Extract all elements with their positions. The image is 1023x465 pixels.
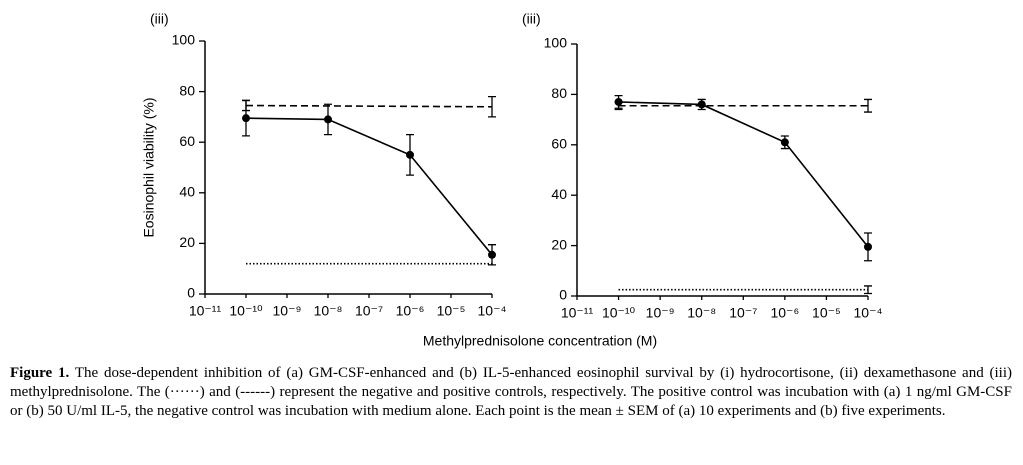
error-bar: [242, 99, 250, 112]
panel-label: (iii): [522, 11, 541, 27]
y-tick-label: 20: [551, 236, 567, 252]
x-axis-label: Methylprednisolone concentration (M): [423, 333, 657, 349]
x-tick-label: 10⁻⁸: [687, 305, 716, 321]
data-point: [864, 242, 872, 251]
error-bar: [614, 101, 623, 111]
error-bar: [488, 96, 496, 118]
error-bar: [864, 285, 872, 295]
y-tick-label: 0: [187, 285, 195, 301]
data-point: [242, 114, 250, 123]
data-point: [324, 115, 332, 124]
caption-text: The dose-dependent inhibition of (a) GM-…: [10, 365, 1013, 419]
caption: Figure 1. The dose-dependent inhibition …: [10, 364, 1012, 421]
figure: Methylprednisolone concentration (M) (ii…: [141, 11, 883, 349]
error-bar: [864, 98, 872, 113]
data-point: [488, 250, 496, 259]
x-tick-label: 10⁻⁵: [812, 305, 841, 321]
y-tick-label: 40: [551, 186, 567, 202]
y-tick-label: 0: [559, 287, 567, 303]
series-line: [618, 101, 869, 248]
series-line: [245, 117, 493, 256]
x-tick-label: 10⁻⁶: [396, 303, 425, 319]
y-axis-label: Eosinophil viability (%): [141, 97, 157, 237]
x-tick-label: 10⁻⁴: [854, 305, 883, 321]
x-tick-label: 10⁻⁹: [646, 305, 675, 321]
x-tick-label: 10⁻⁷: [355, 303, 383, 319]
y-tick-label: 100: [544, 35, 568, 51]
x-tick-label: 10⁻⁶: [770, 305, 799, 321]
x-tick-label: 10⁻¹⁰: [602, 305, 636, 321]
panel-label: (iii): [150, 11, 169, 27]
series-line: [245, 104, 493, 108]
y-tick-label: 80: [179, 82, 195, 98]
x-tick-label: 10⁻⁸: [314, 303, 343, 319]
y-tick-label: 60: [551, 136, 567, 152]
x-tick-label: 10⁻¹¹: [561, 305, 594, 321]
x-tick-label: 10⁻⁵: [437, 303, 466, 319]
x-tick-label: 10⁻⁹: [273, 303, 302, 319]
data-point: [780, 138, 789, 147]
data-point: [697, 100, 706, 109]
y-tick-label: 60: [179, 133, 195, 149]
x-tick-label: 10⁻⁴: [478, 303, 507, 319]
caption-label: Figure 1.: [10, 365, 70, 381]
data-point: [406, 150, 414, 159]
y-tick-label: 100: [172, 32, 196, 48]
y-tick-label: 20: [179, 234, 195, 250]
x-tick-label: 10⁻⁷: [729, 305, 757, 321]
y-tick-label: 40: [179, 184, 195, 200]
x-tick-label: 10⁻¹⁰: [229, 303, 263, 319]
y-tick-label: 80: [551, 85, 567, 101]
x-tick-label: 10⁻¹¹: [189, 303, 222, 319]
